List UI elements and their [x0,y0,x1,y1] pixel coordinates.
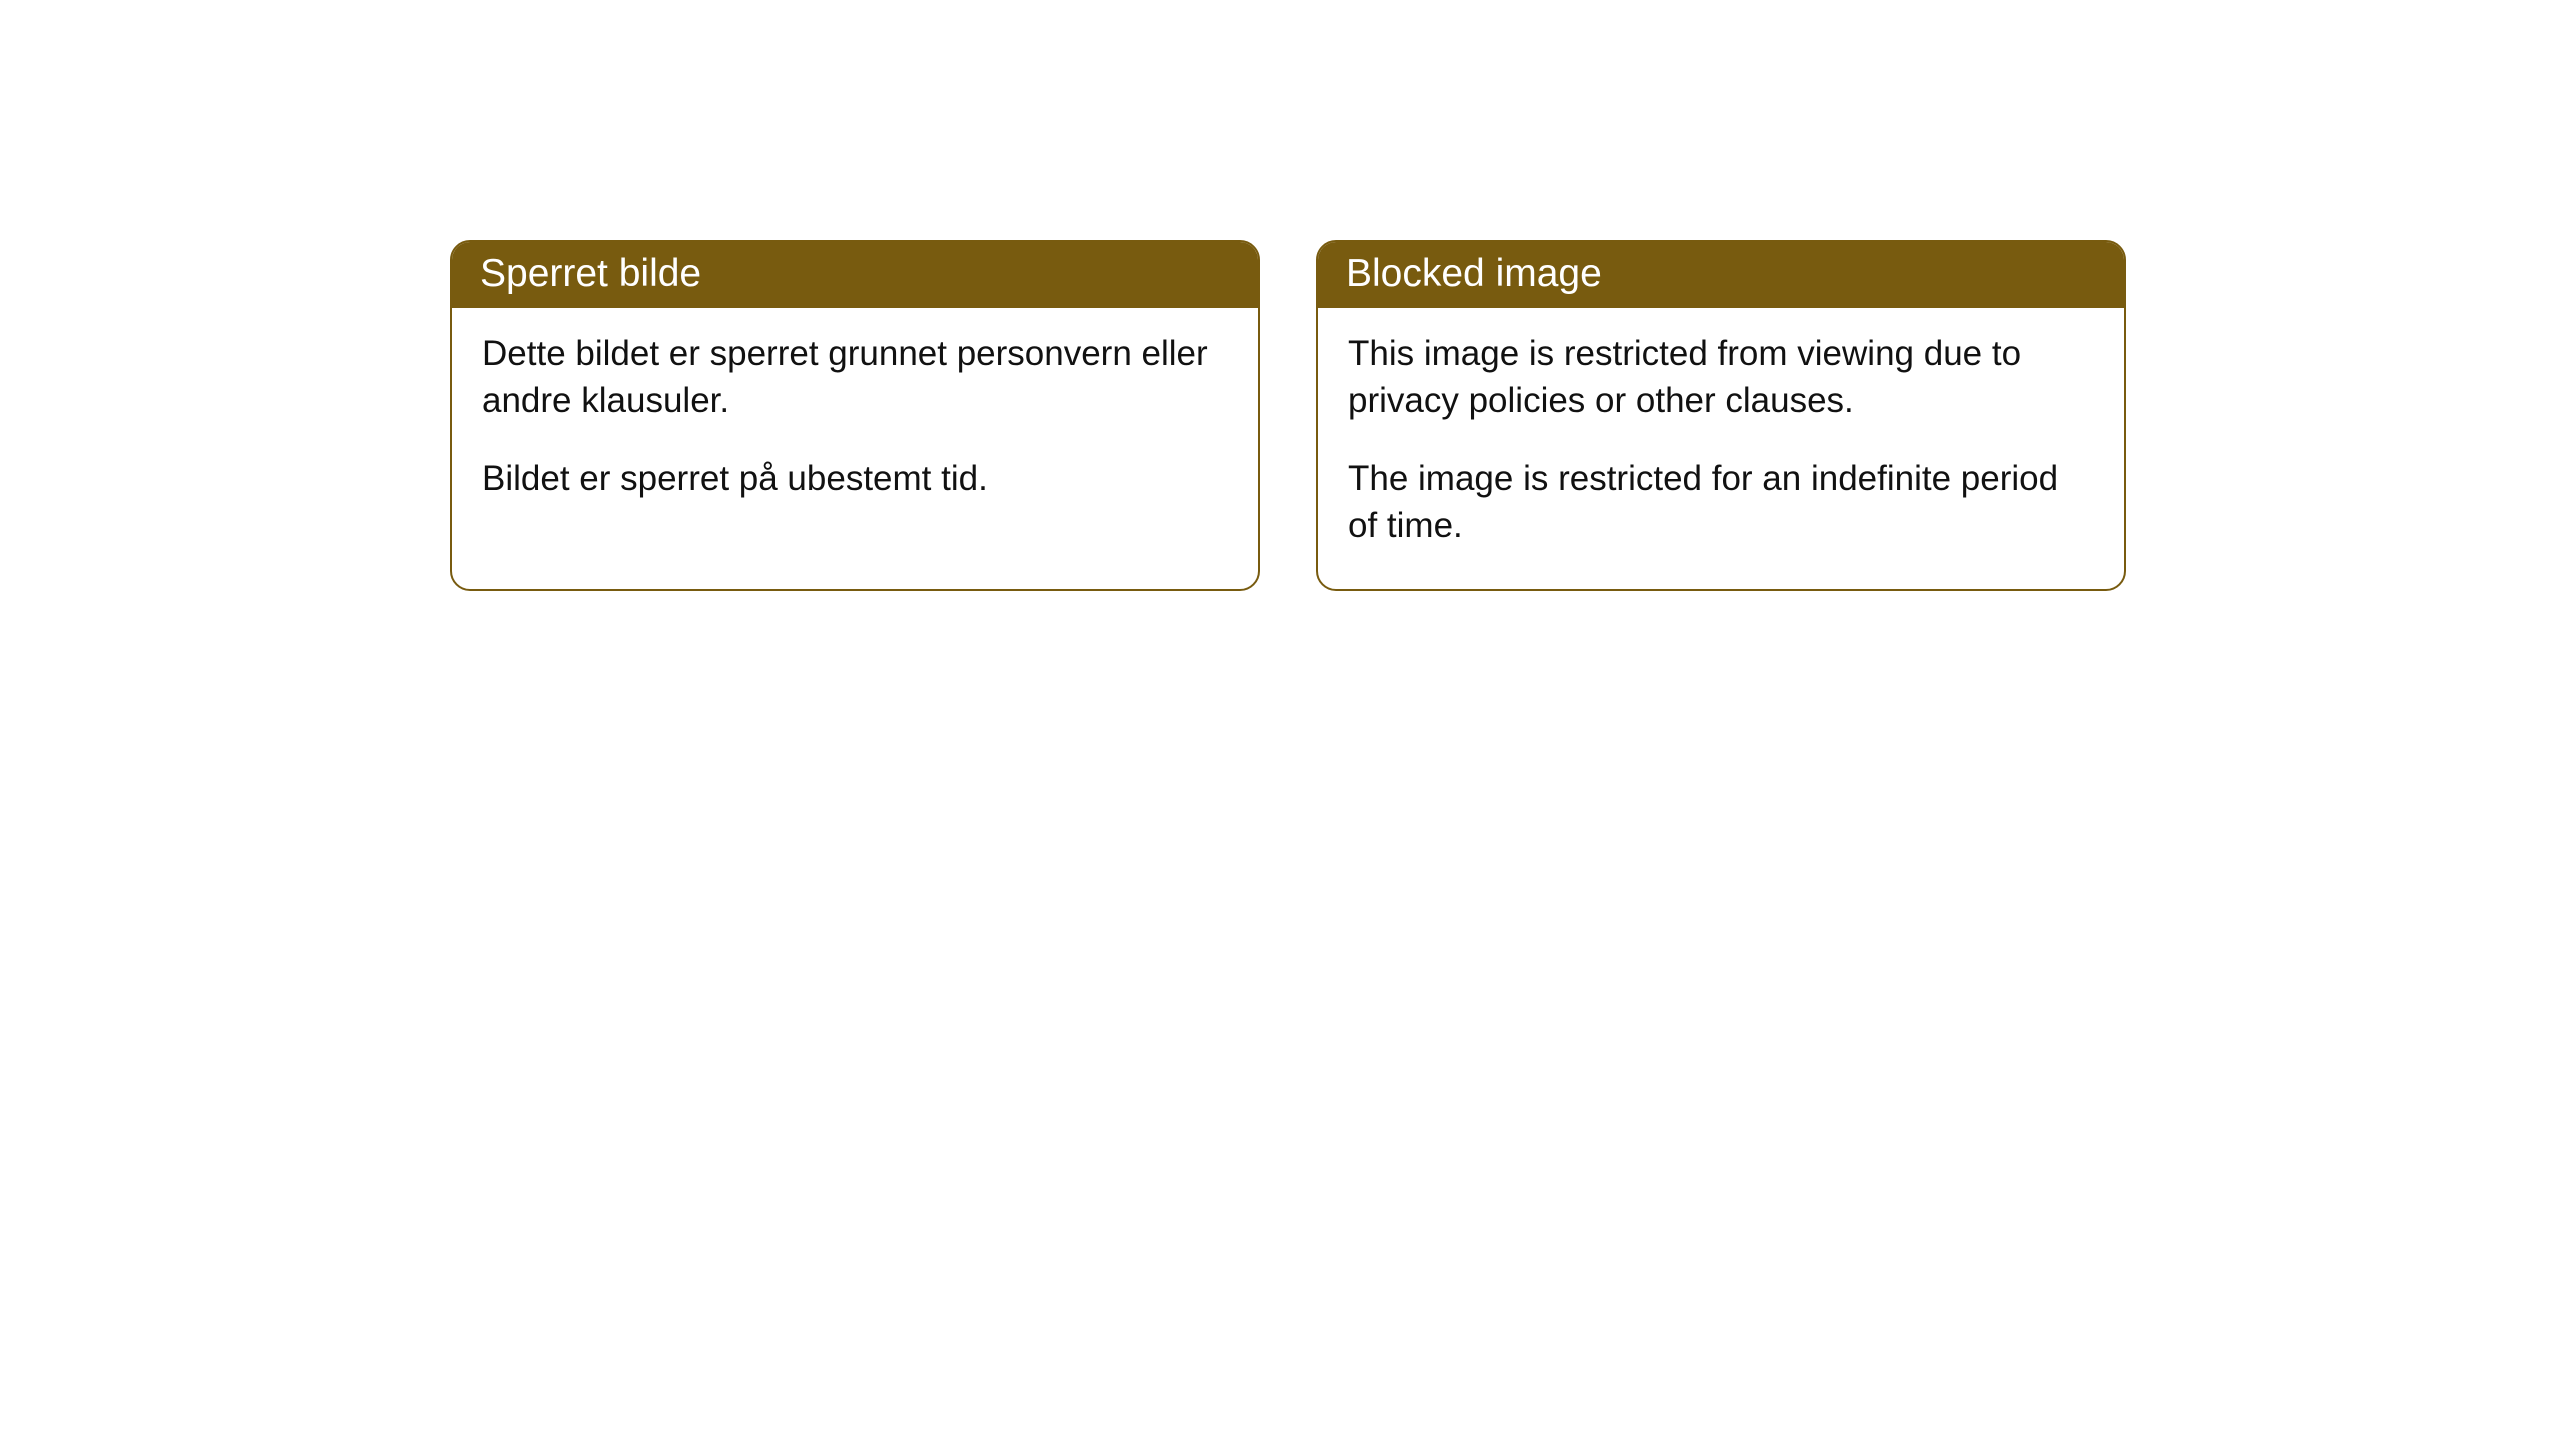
card-header: Blocked image [1318,242,2124,308]
card-header: Sperret bilde [452,242,1258,308]
notice-paragraph: This image is restricted from viewing du… [1348,330,2094,425]
notice-cards-container: Sperret bilde Dette bildet er sperret gr… [450,240,2126,591]
notice-card-english: Blocked image This image is restricted f… [1316,240,2126,591]
notice-paragraph: Bildet er sperret på ubestemt tid. [482,455,1228,502]
card-body: This image is restricted from viewing du… [1318,308,2124,589]
notice-paragraph: The image is restricted for an indefinit… [1348,455,2094,550]
notice-paragraph: Dette bildet er sperret grunnet personve… [482,330,1228,425]
card-body: Dette bildet er sperret grunnet personve… [452,308,1258,542]
notice-card-norwegian: Sperret bilde Dette bildet er sperret gr… [450,240,1260,591]
